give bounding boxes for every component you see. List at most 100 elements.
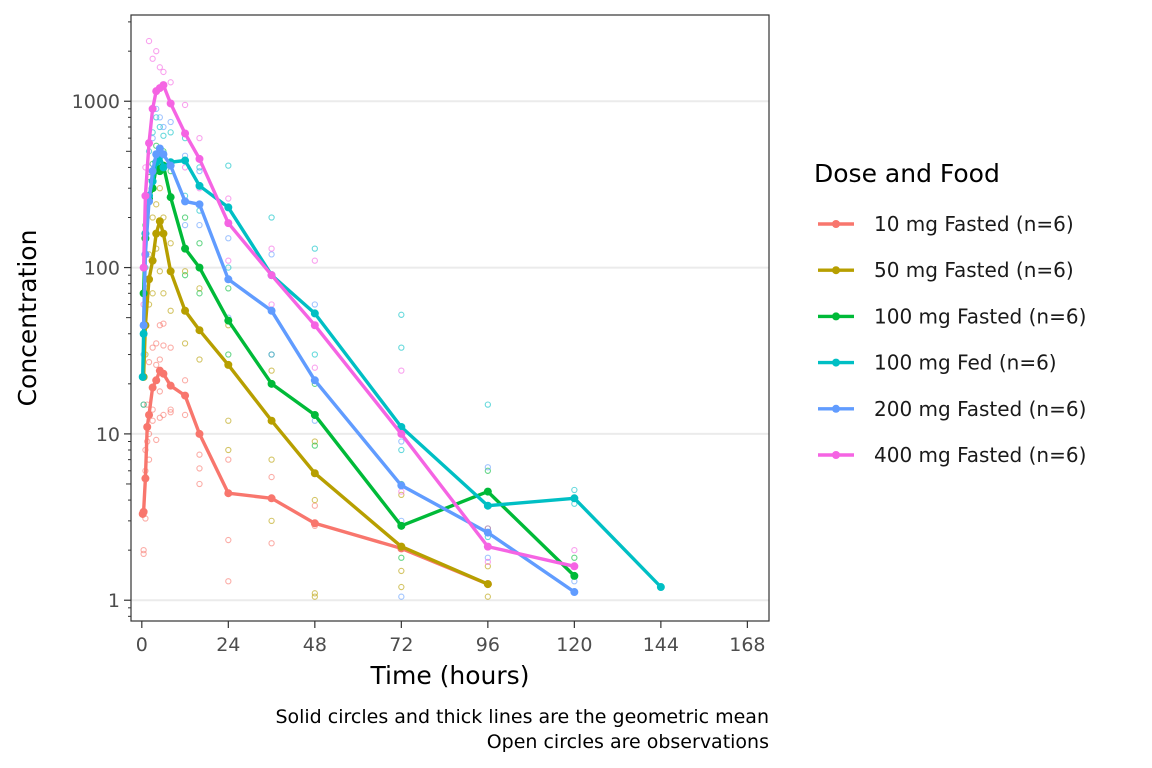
legend-key-point <box>832 404 840 413</box>
observation-point <box>225 456 232 463</box>
observation-point <box>181 411 189 419</box>
observation-point <box>149 344 156 351</box>
x-tick-label: 120 <box>556 634 592 656</box>
mean-point <box>397 521 406 530</box>
x-tick-label: 72 <box>389 634 413 656</box>
observation-point <box>311 301 318 308</box>
observation-point <box>484 563 491 570</box>
observation-point <box>145 358 153 366</box>
observation-point <box>196 134 203 142</box>
observation-point <box>140 550 147 558</box>
mean-point <box>195 429 204 438</box>
observation-point <box>196 221 203 229</box>
legend-label: 100 mg Fasted (n=6) <box>874 304 1086 328</box>
observation-point <box>225 257 232 264</box>
legend-label: 200 mg Fasted (n=6) <box>874 397 1086 421</box>
mean-point <box>139 321 148 330</box>
observation-point <box>311 593 318 600</box>
observation-point <box>167 406 174 413</box>
observation-point <box>268 245 275 252</box>
mean-point <box>570 562 579 571</box>
mean-point <box>159 229 168 238</box>
mean-point <box>166 381 175 390</box>
x-tick-label: 48 <box>303 634 327 656</box>
observation-point <box>153 201 160 208</box>
observation-point <box>398 367 405 374</box>
x-tick-label: 24 <box>216 634 240 656</box>
mean-point <box>224 203 233 212</box>
observation-point <box>140 401 147 408</box>
observation-point <box>571 554 578 561</box>
mean-point <box>145 139 154 148</box>
observation-point <box>160 132 167 139</box>
mean-point <box>267 494 276 503</box>
observation-point <box>484 554 491 561</box>
observation-point <box>167 240 174 247</box>
mean-point <box>152 376 161 385</box>
observation-point <box>311 502 318 509</box>
y-axis: 1 10 100 1000 <box>72 21 131 617</box>
observation-point <box>398 488 405 495</box>
observation-point <box>571 547 578 554</box>
observation-point <box>484 467 491 474</box>
mean-point <box>181 391 190 400</box>
mean-point <box>195 181 204 190</box>
observation-point <box>167 79 174 86</box>
mean-point <box>310 410 319 419</box>
y-tick-label: 1 <box>108 590 120 612</box>
mean-point <box>141 191 150 200</box>
observation-point <box>225 536 232 544</box>
x-tick-label: 96 <box>476 634 500 656</box>
observation-point <box>225 195 232 202</box>
observation-point <box>398 311 405 318</box>
observation-point <box>153 361 160 369</box>
mean-point <box>148 167 157 176</box>
observation-point <box>196 356 203 363</box>
observation-point <box>149 417 156 424</box>
observation-point <box>181 272 189 279</box>
legend: 10 mg Fasted (n=6) 50 mg Fasted (n=6) 100 … <box>818 212 1086 467</box>
mean-point <box>483 528 492 537</box>
observation-point <box>571 486 578 494</box>
mean-point <box>224 360 233 369</box>
mean-point <box>152 150 161 159</box>
observation-point <box>398 491 405 499</box>
mean-point <box>155 217 164 226</box>
observation-point <box>156 268 163 275</box>
y-tick-label: 100 <box>84 258 120 280</box>
mean-point <box>195 154 204 163</box>
mean-point <box>570 494 579 503</box>
y-tick-label: 10 <box>96 424 120 446</box>
observation-point <box>167 129 174 136</box>
mean-point <box>159 163 168 172</box>
observation-point <box>181 340 189 347</box>
observation-point <box>181 101 189 109</box>
observation-point <box>153 48 160 55</box>
mean-point <box>397 542 406 551</box>
observation-point <box>398 344 405 351</box>
observation-point <box>398 583 405 591</box>
observation-point <box>181 268 189 275</box>
mean-point <box>267 379 276 388</box>
observation-point <box>160 411 167 419</box>
observation-point <box>181 377 189 384</box>
x-tick-label: 144 <box>643 634 679 656</box>
mean-point <box>483 542 492 551</box>
observation-point <box>181 221 189 229</box>
mean-point <box>310 309 319 318</box>
x-tick-label: 168 <box>729 634 765 656</box>
mean-point <box>139 263 148 272</box>
mean-point <box>145 275 154 284</box>
mean-point <box>143 423 152 432</box>
legend-key-point <box>832 266 840 275</box>
observation-point <box>268 251 275 258</box>
caption-line-1: Solid circles and thick lines are the ge… <box>275 706 769 728</box>
mean-point <box>310 376 319 385</box>
observation-point <box>268 517 275 525</box>
mean-point <box>397 429 406 438</box>
observation-point <box>398 554 405 561</box>
mean-point <box>141 474 150 483</box>
mean-point <box>181 129 190 138</box>
mean-point <box>195 263 204 272</box>
mean-point <box>139 507 148 516</box>
